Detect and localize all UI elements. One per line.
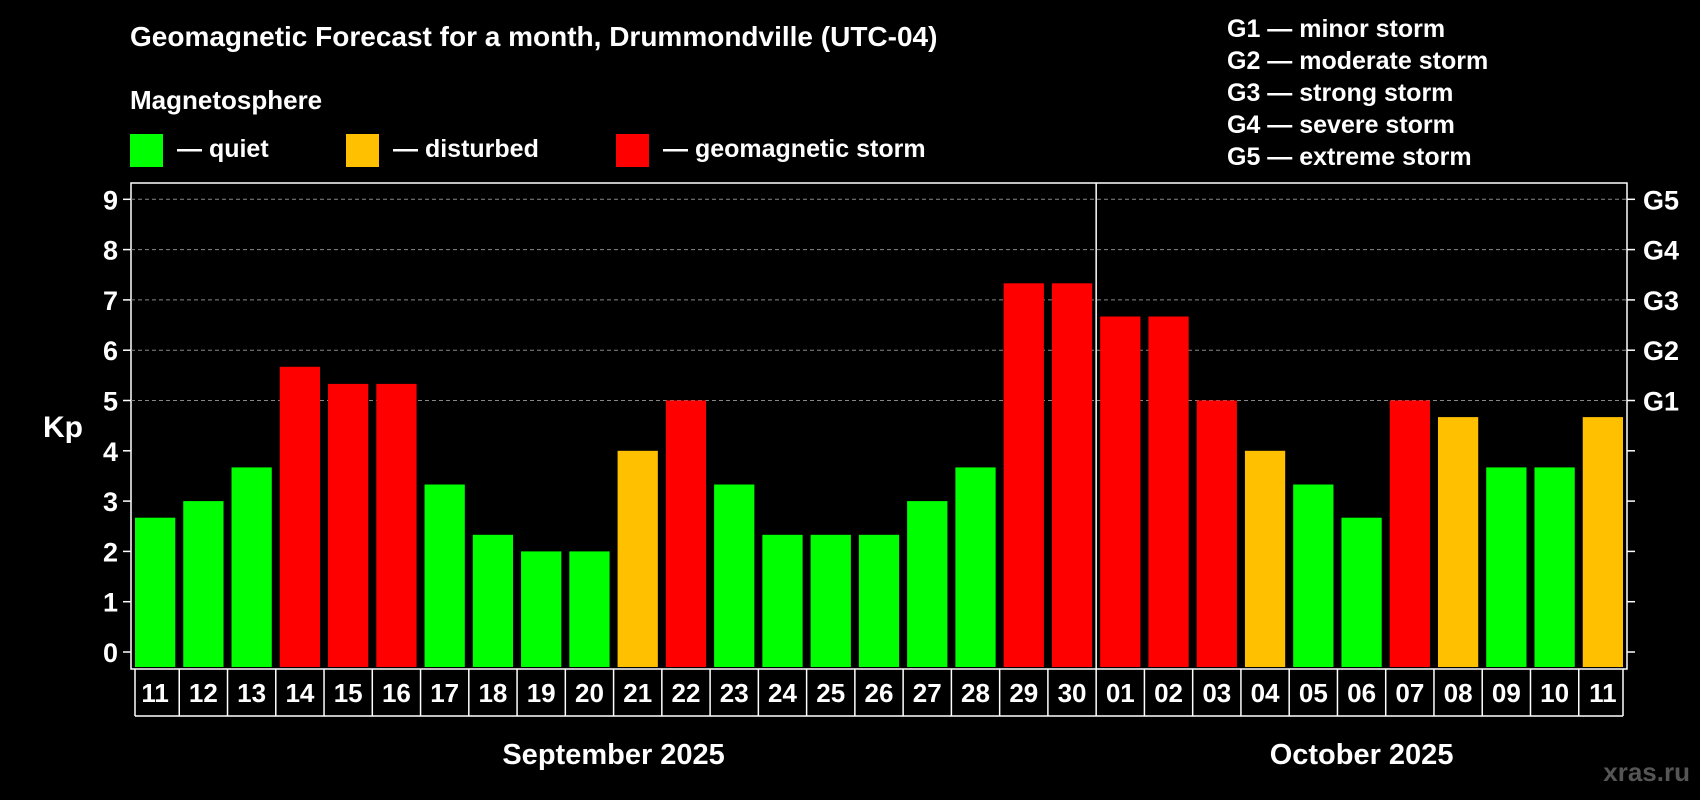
day-label: 08	[1444, 678, 1473, 708]
month-label: September 2025	[502, 739, 724, 771]
day-label: 13	[237, 678, 266, 708]
kp-bar	[569, 551, 610, 667]
kp-bar	[1582, 417, 1623, 667]
storm-scale-g5: G5 — extreme storm	[1227, 143, 1472, 171]
y-tick-label: 6	[103, 336, 118, 366]
y-tick-label: 4	[103, 437, 118, 467]
storm-scale-g3: G3 — strong storm	[1227, 79, 1453, 107]
kp-bar	[1437, 417, 1479, 667]
day-label: 21	[623, 678, 652, 708]
y-tick-label: 5	[103, 387, 118, 417]
legend-label-disturbed: — disturbed	[393, 135, 539, 163]
day-label: 23	[720, 678, 749, 708]
right-axis-label: G1	[1643, 387, 1679, 417]
legend-label-storm: — geomagnetic storm	[663, 135, 926, 163]
kp-bar	[424, 484, 465, 667]
y-tick-label: 9	[103, 185, 118, 215]
legend-swatch-storm	[616, 134, 649, 167]
day-label: 26	[865, 678, 894, 708]
watermark: xras.ru	[1603, 757, 1690, 787]
storm-scale-g2: G2 — moderate storm	[1227, 47, 1488, 75]
day-label: 02	[1154, 678, 1183, 708]
y-tick-label: 2	[103, 537, 118, 567]
day-label: 17	[430, 678, 459, 708]
legend-swatch-disturbed	[346, 134, 379, 167]
kp-bar	[472, 534, 514, 667]
kp-bar	[1486, 467, 1527, 667]
legend-swatch-quiet	[130, 134, 163, 167]
day-label: 16	[382, 678, 411, 708]
day-label: 19	[527, 678, 556, 708]
chart-title: Geomagnetic Forecast for a month, Drummo…	[130, 21, 937, 52]
day-label: 27	[913, 678, 942, 708]
storm-scale: G1 — minor storm G2 — moderate storm G3 …	[1227, 15, 1488, 171]
storm-scale-g1: G1 — minor storm	[1227, 15, 1445, 43]
kp-bar	[810, 534, 851, 667]
day-label: 12	[189, 678, 218, 708]
kp-bar	[714, 484, 755, 667]
day-label: 01	[1106, 678, 1135, 708]
kp-bar	[907, 501, 948, 667]
kp-bar	[376, 383, 417, 667]
y-axis-label: Kp	[43, 411, 83, 444]
y-tick-label: 0	[103, 638, 118, 668]
legend: — quiet — disturbed — geomagnetic storm	[130, 134, 926, 167]
kp-bar	[231, 467, 272, 667]
legend-label-quiet: — quiet	[177, 135, 269, 163]
day-label: 22	[672, 678, 701, 708]
kp-bar	[1389, 400, 1430, 667]
day-label: 03	[1202, 678, 1231, 708]
legend-title: Magnetosphere	[130, 85, 322, 115]
kp-bar	[279, 366, 321, 667]
kp-bar	[955, 467, 996, 667]
right-axis-label: G3	[1643, 286, 1679, 316]
y-tick-label: 8	[103, 236, 118, 266]
y-tick-label: 1	[103, 588, 118, 618]
kp-bar	[1051, 283, 1093, 667]
month-label: October 2025	[1270, 739, 1454, 771]
day-label: 11	[1589, 678, 1617, 708]
day-label: 04	[1251, 678, 1280, 708]
day-label: 11	[141, 678, 169, 708]
y-tick-label: 7	[103, 286, 118, 316]
kp-bar	[135, 517, 176, 667]
right-axis-label: G5	[1643, 185, 1679, 215]
day-label: 25	[816, 678, 845, 708]
day-label: 14	[285, 678, 314, 708]
kp-bar	[1100, 316, 1141, 667]
kp-bar	[1293, 484, 1334, 667]
kp-bar	[1003, 283, 1044, 667]
day-label: 06	[1347, 678, 1376, 708]
day-label: 05	[1299, 678, 1328, 708]
storm-scale-g4: G4 — severe storm	[1227, 111, 1455, 139]
day-label: 20	[575, 678, 604, 708]
kp-bar	[521, 551, 562, 667]
plot-frame	[130, 182, 1628, 670]
kp-bar	[762, 534, 803, 667]
day-label: 18	[478, 678, 507, 708]
right-axis-label: G2	[1643, 336, 1679, 366]
right-axis-label: G4	[1643, 236, 1679, 266]
kp-bar	[617, 450, 658, 667]
kp-bar	[1341, 517, 1382, 667]
day-label: 10	[1540, 678, 1569, 708]
day-label: 15	[334, 678, 363, 708]
kp-bar	[183, 501, 224, 667]
day-label: 07	[1395, 678, 1424, 708]
kp-bar	[858, 534, 900, 667]
day-label: 28	[961, 678, 990, 708]
kp-bar	[1534, 467, 1575, 667]
day-label: 30	[1058, 678, 1087, 708]
kp-bar	[1148, 316, 1189, 667]
y-tick-label: 3	[103, 487, 118, 517]
day-label: 09	[1492, 678, 1521, 708]
day-label: 24	[768, 678, 797, 708]
day-label: 29	[1009, 678, 1038, 708]
kp-bar	[665, 400, 707, 667]
kp-bar	[1244, 450, 1286, 667]
kp-bar	[328, 383, 369, 667]
kp-bar	[1196, 400, 1237, 667]
